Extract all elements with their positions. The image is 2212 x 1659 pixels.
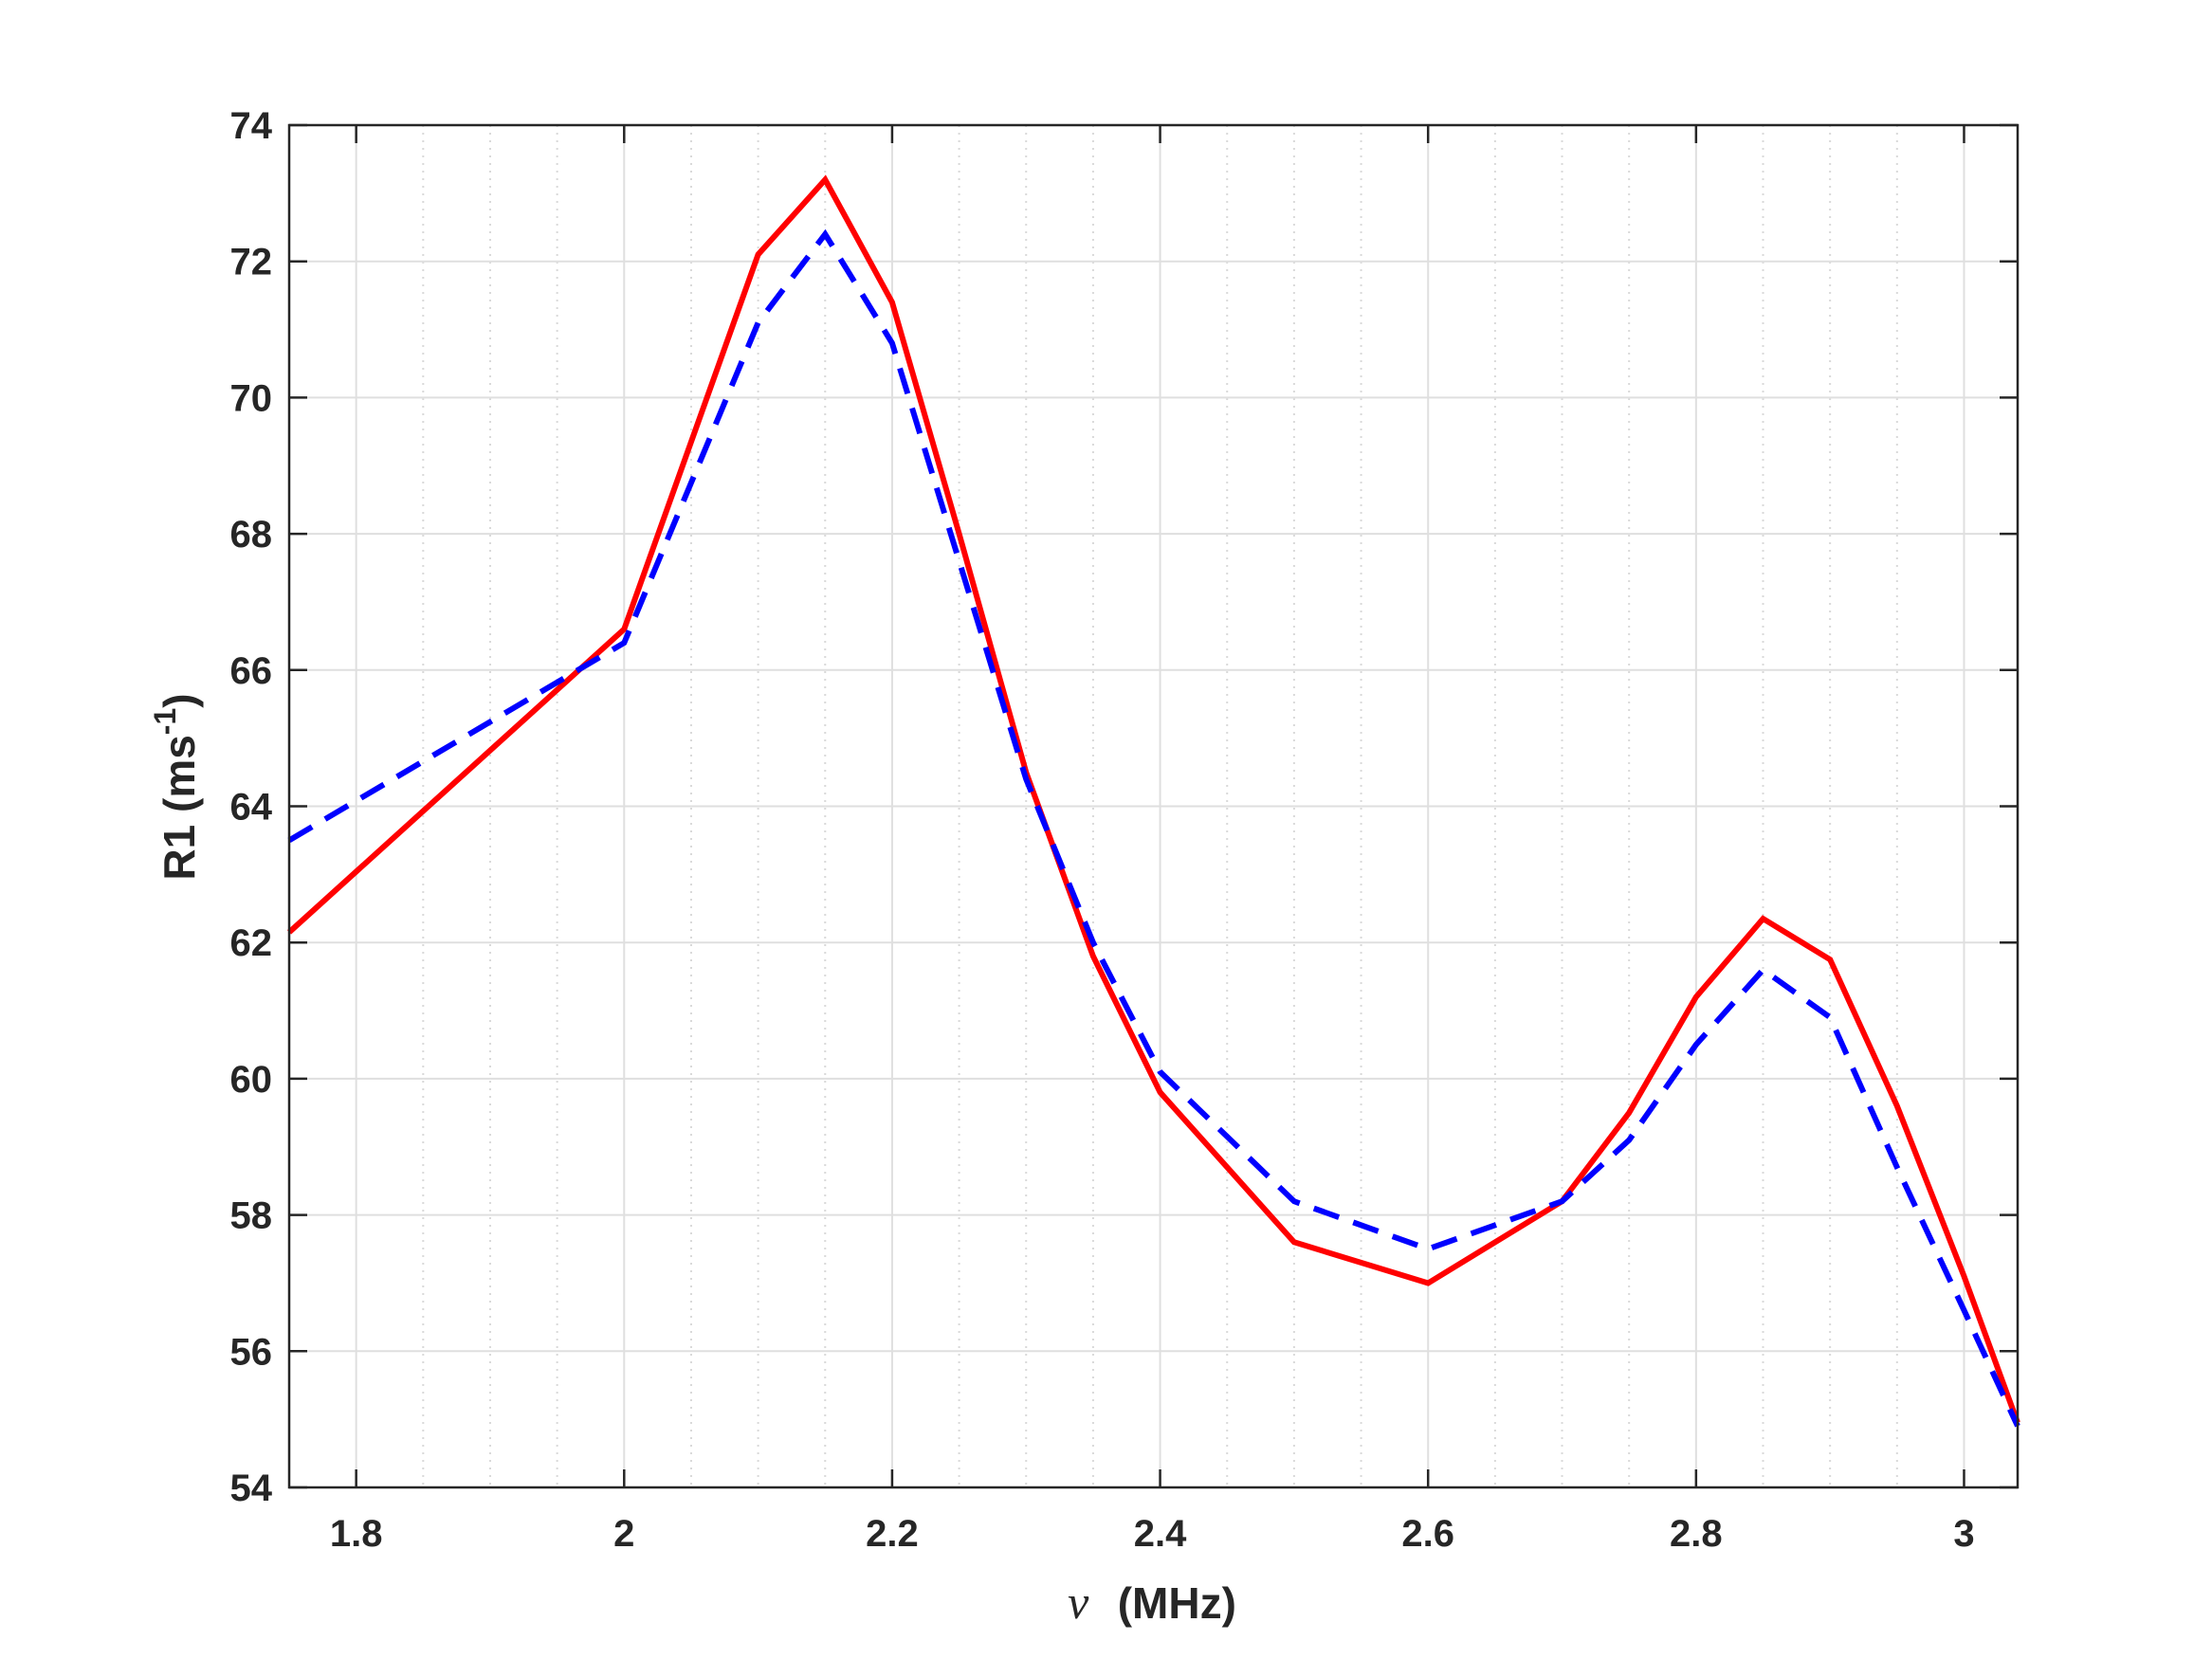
y-tick-label: 68 (230, 514, 273, 556)
y-tick-label: 72 (230, 242, 273, 283)
x-tick-label: 2.8 (1670, 1513, 1723, 1555)
series-line-2 (287, 228, 2020, 1428)
y-tick-label: 56 (230, 1331, 273, 1373)
y-tick-label: 74 (230, 105, 273, 147)
y-tick-label: 60 (230, 1059, 273, 1101)
series-line-1 (286, 174, 2020, 1424)
y-tick-label: 58 (230, 1195, 273, 1237)
y-tick-label: 64 (230, 787, 273, 829)
x-axis-label-text: (MHz) (1118, 1578, 1236, 1628)
x-tick-label: 3 (1953, 1513, 1974, 1555)
axes-layer (287, 123, 2020, 1489)
y-tick-label: 62 (230, 922, 273, 964)
y-tick-label: 66 (230, 650, 273, 692)
y-tick-label: 70 (230, 377, 273, 419)
series-layer (286, 174, 2020, 1428)
x-axis-label-symbol: ν (1068, 1576, 1089, 1629)
x-axis-label: ν (MHz) (1068, 1576, 1236, 1629)
x-tick-label: 1.8 (330, 1513, 383, 1555)
y-tick-label: 54 (230, 1468, 273, 1509)
x-tick-label: 2.2 (866, 1513, 919, 1555)
x-tick-label: 2 (613, 1513, 634, 1555)
y-axis-label-superscript: -1 (148, 708, 182, 735)
x-tick-label: 2.4 (1134, 1513, 1187, 1555)
y-axis-label-close: ) (155, 693, 204, 707)
tick-label-layer: 1.8 2 2.2 2.4 2.6 2.8 3 54 56 58 60 62 64 66 68 70 72 74 (230, 105, 1975, 1555)
y-axis-label-text: R1 (ms (155, 735, 204, 880)
x-tick-label: 2.6 (1401, 1513, 1454, 1555)
y-axis-label: R1 (ms-1) (148, 693, 204, 880)
